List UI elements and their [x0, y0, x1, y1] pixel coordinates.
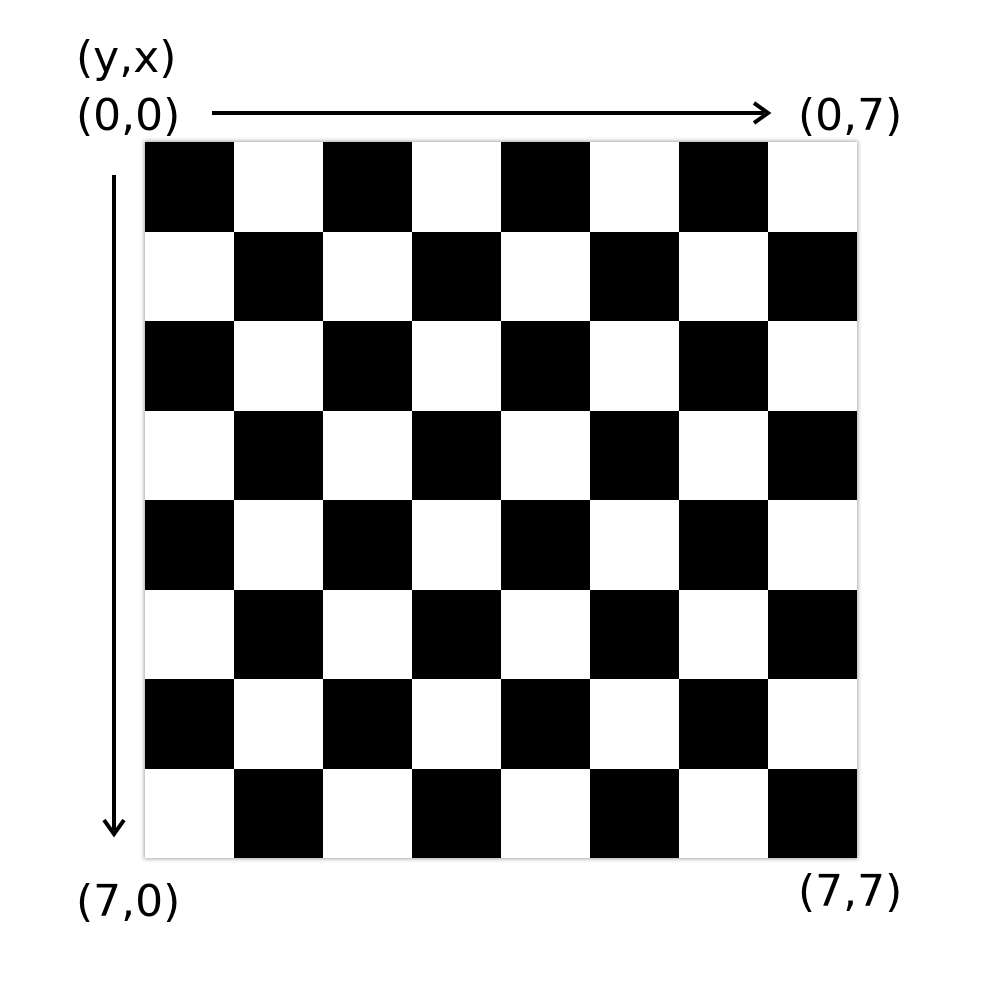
board-cell	[323, 410, 412, 500]
board-cell	[679, 410, 768, 500]
board-cell	[234, 589, 323, 679]
board-cell	[412, 500, 501, 590]
board-cell	[145, 500, 234, 590]
board-cell	[234, 321, 323, 411]
board-cell	[323, 231, 412, 321]
board-cell	[679, 321, 768, 411]
board-cell	[145, 768, 234, 858]
board-cell	[501, 500, 590, 590]
board-cell	[679, 142, 768, 232]
board-cell	[145, 321, 234, 411]
board-cell	[679, 679, 768, 769]
top-left-coordinate-label: (0,0)	[76, 90, 181, 141]
board-cell	[679, 500, 768, 590]
checkerboard	[145, 142, 857, 858]
axis-order-label: (y,x)	[76, 32, 177, 83]
bottom-left-coordinate-label: (7,0)	[76, 876, 181, 927]
board-cell	[501, 679, 590, 769]
board-cell	[768, 500, 857, 590]
board-cell	[323, 589, 412, 679]
board-cell	[590, 768, 679, 858]
board-cell	[590, 589, 679, 679]
board-cell	[501, 589, 590, 679]
board-cell	[768, 410, 857, 500]
board-cell	[501, 410, 590, 500]
board-cell	[145, 589, 234, 679]
board-cell	[145, 410, 234, 500]
board-cell	[590, 231, 679, 321]
board-cell	[768, 231, 857, 321]
bottom-right-coordinate-label: (7,7)	[798, 866, 903, 917]
board-cell	[323, 768, 412, 858]
board-cell	[679, 589, 768, 679]
board-cell	[412, 142, 501, 232]
board-cell	[768, 768, 857, 858]
board-cell	[590, 410, 679, 500]
board-cell	[234, 231, 323, 321]
board-cell	[145, 142, 234, 232]
board-cell	[145, 679, 234, 769]
board-cell	[323, 321, 412, 411]
board-cell	[145, 231, 234, 321]
board-cell	[768, 589, 857, 679]
board-cell	[323, 500, 412, 590]
board-cell	[234, 410, 323, 500]
board-cell	[768, 679, 857, 769]
board-cell	[768, 142, 857, 232]
x-axis-arrow	[212, 101, 772, 125]
board-cell	[234, 679, 323, 769]
board-cell	[501, 321, 590, 411]
board-cell	[679, 768, 768, 858]
board-cell	[501, 142, 590, 232]
board-cell	[323, 679, 412, 769]
board-cell	[412, 768, 501, 858]
board-cell	[412, 410, 501, 500]
y-axis-arrow	[102, 175, 126, 838]
board-cell	[412, 321, 501, 411]
board-cell	[590, 500, 679, 590]
board-cell	[234, 768, 323, 858]
board-cell	[234, 142, 323, 232]
board-cell	[234, 500, 323, 590]
board-cell	[412, 231, 501, 321]
board-cell	[590, 321, 679, 411]
board-cell	[768, 321, 857, 411]
board-cell	[412, 679, 501, 769]
top-right-coordinate-label: (0,7)	[798, 90, 903, 141]
board-cell	[590, 142, 679, 232]
board-cell	[501, 231, 590, 321]
board-cell	[590, 679, 679, 769]
board-cell	[679, 231, 768, 321]
board-cell	[412, 589, 501, 679]
board-cell	[323, 142, 412, 232]
board-cell	[501, 768, 590, 858]
